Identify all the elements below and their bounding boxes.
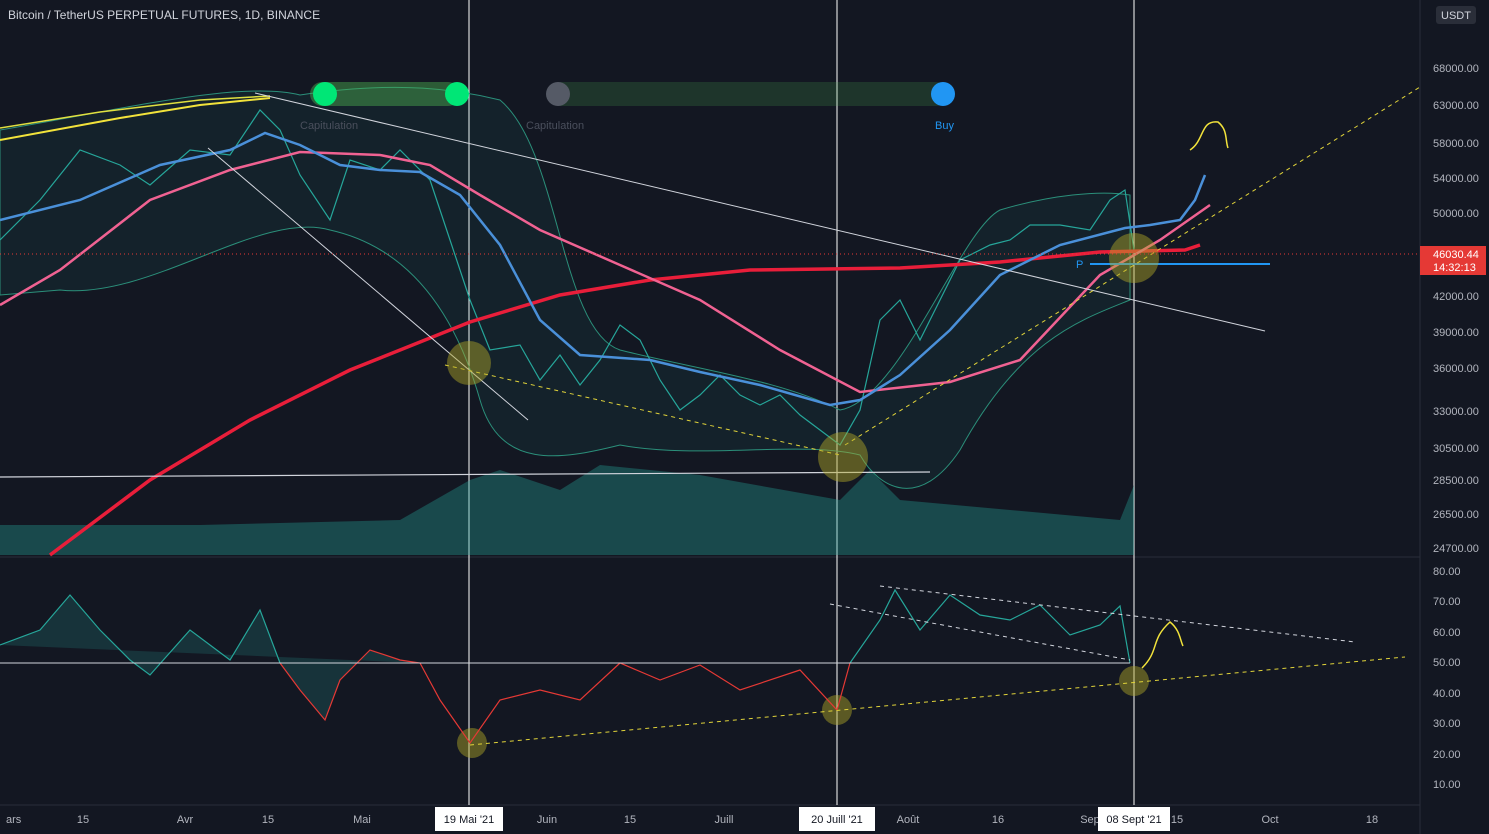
rsi-label: 80.00 <box>1433 566 1461 578</box>
signal-dot <box>931 82 955 106</box>
signal-dots <box>310 82 955 106</box>
price-label: 68000.00 <box>1433 63 1479 75</box>
support-line <box>0 471 931 478</box>
price-label: 58000.00 <box>1433 138 1479 150</box>
date-label: ars <box>6 814 22 826</box>
signal-band <box>310 82 460 106</box>
date-label: Août <box>897 814 920 826</box>
red-ma <box>48 243 1201 557</box>
rsi-fill <box>0 595 420 720</box>
volume-area <box>0 465 1134 555</box>
highlight <box>1119 666 1149 696</box>
date-label: 16 <box>992 814 1004 826</box>
rsi-label: 20.00 <box>1433 749 1461 761</box>
marker-lines <box>468 0 1135 805</box>
date-label: 15 <box>77 814 89 826</box>
date-label: Juin <box>537 814 557 826</box>
price-tag <box>1420 246 1486 275</box>
date-marker: 19 Mai '21 <box>444 814 494 826</box>
date-label: Juill <box>715 814 734 826</box>
price-label: 26500.00 <box>1433 509 1479 521</box>
date-marker-box <box>1098 807 1170 831</box>
highlight <box>457 728 487 758</box>
signal-dot <box>445 82 469 106</box>
price-label: 63000.00 <box>1433 100 1479 112</box>
highlight <box>447 341 491 385</box>
rsi-label: 60.00 <box>1433 627 1461 639</box>
price-label: 39000.00 <box>1433 327 1479 339</box>
rsi-label: 30.00 <box>1433 718 1461 730</box>
countdown: 14:32:13 <box>1433 262 1476 274</box>
date-label: Oct <box>1261 814 1278 826</box>
signal-label: Buy <box>935 120 954 132</box>
signal-dot <box>313 82 337 106</box>
drawing <box>1141 621 1184 669</box>
rsi-line <box>849 588 1131 664</box>
price-label: 54000.00 <box>1433 173 1479 185</box>
signal-label: Capitulation <box>526 120 584 132</box>
trendline <box>254 92 1266 332</box>
price-label: 33000.00 <box>1433 406 1479 418</box>
drawing <box>1189 121 1229 151</box>
highlight <box>818 432 868 482</box>
price-label: 30500.00 <box>1433 443 1479 455</box>
date-label: 15 <box>262 814 274 826</box>
date-label: 18 <box>1366 814 1378 826</box>
rsi-line <box>279 649 851 745</box>
date-marker: 08 Sept '21 <box>1106 814 1161 826</box>
currency: USDT <box>1441 10 1471 22</box>
date-label: Sep <box>1080 814 1100 826</box>
signal-dot <box>546 82 570 106</box>
bollinger-band <box>0 86 1131 489</box>
blue-ma <box>0 131 1207 407</box>
yellow-ma <box>0 97 271 141</box>
signal-label: Capitulation <box>300 120 358 132</box>
rsi-trend <box>829 603 1131 661</box>
yellow-ma <box>0 95 271 129</box>
price-label: 50000.00 <box>1433 208 1479 220</box>
rsi-label: 40.00 <box>1433 688 1461 700</box>
price-label: 28500.00 <box>1433 475 1479 487</box>
highlights <box>447 233 1159 758</box>
rsi-label: 70.00 <box>1433 596 1461 608</box>
pivot-label: P <box>1076 259 1083 271</box>
price-label: 24700.00 <box>1433 543 1479 555</box>
highlight <box>1109 233 1159 283</box>
trendline <box>207 147 529 421</box>
date-marker-box <box>435 807 503 831</box>
date-label: 15 <box>624 814 636 826</box>
rsi-label: 10.00 <box>1433 779 1461 791</box>
axes: 68000.00 63000.00 58000.00 54000.00 50000.00… <box>6 63 1479 831</box>
pink-ma <box>0 150 1211 394</box>
date-label: Avr <box>177 814 194 826</box>
date-label: Mai <box>353 814 371 826</box>
volume-shape <box>0 465 1134 555</box>
date-marker-box <box>799 807 875 831</box>
dashed-trend <box>844 86 1421 446</box>
date-label: 15 <box>1171 814 1183 826</box>
chart-title: Bitcoin / TetherUS PERPETUAL FUTURES, 1D… <box>8 8 320 22</box>
price-path <box>0 109 1135 446</box>
currency-badge <box>1436 6 1476 24</box>
date-marker: 20 Juill '21 <box>811 814 863 826</box>
signal-band <box>548 82 948 106</box>
price-label: 42000.00 <box>1433 291 1479 303</box>
dashed-trend <box>444 364 841 456</box>
price-label: 36000.00 <box>1433 363 1479 375</box>
last-price: 46030.44 <box>1433 249 1479 261</box>
rsi-line <box>0 594 281 676</box>
rsi-label: 50.00 <box>1433 657 1461 669</box>
